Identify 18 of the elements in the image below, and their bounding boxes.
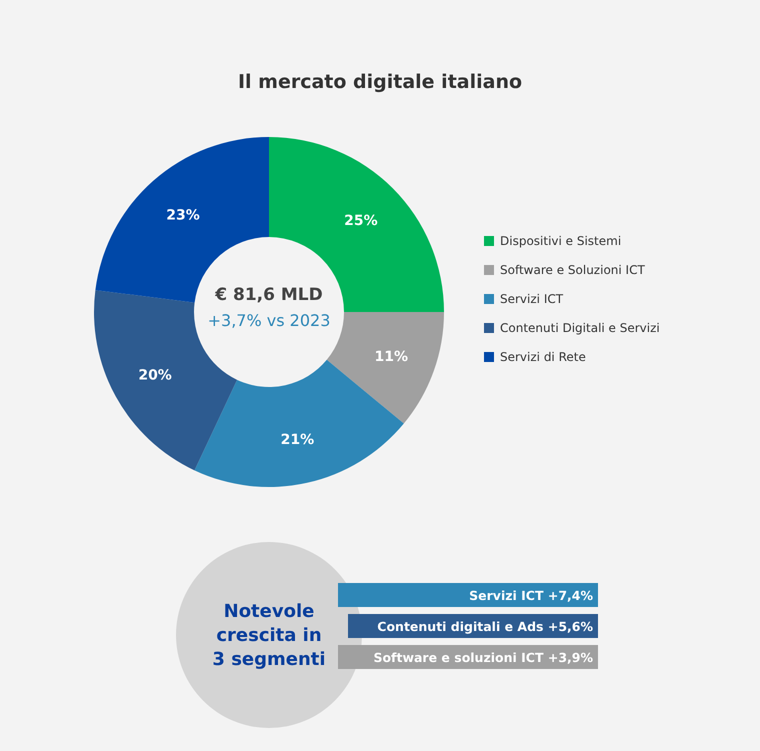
legend-label: Servizi di Rete bbox=[500, 350, 586, 364]
data-label: 11% bbox=[374, 349, 408, 366]
text: +3,7% vs 2023 bbox=[208, 311, 330, 330]
legend-label: Servizi ICT bbox=[500, 292, 564, 306]
text: Servizi ICT +7,4% bbox=[469, 588, 594, 603]
text: Contenuti digitali e Ads +5,6% bbox=[377, 619, 594, 634]
text: Notevole crescita in 3 segmenti bbox=[212, 601, 326, 670]
donut-slice bbox=[194, 360, 404, 487]
legend-label: Dispositivi e Sistemi bbox=[500, 234, 622, 248]
data-label: 20% bbox=[138, 368, 172, 384]
data-label: 21% bbox=[280, 432, 314, 448]
text: Software e soluzioni ICT +3,9% bbox=[373, 650, 594, 665]
text: € 81,6 MLD bbox=[214, 285, 323, 305]
legend-label: Contenuti Digitali e Servizi bbox=[500, 321, 660, 335]
chart-title: Il mercato digitale italiano bbox=[238, 71, 522, 93]
data-label: 23% bbox=[166, 207, 200, 224]
data-label: 25% bbox=[344, 213, 378, 230]
legend-label: Software e Soluzioni ICT bbox=[500, 263, 646, 277]
